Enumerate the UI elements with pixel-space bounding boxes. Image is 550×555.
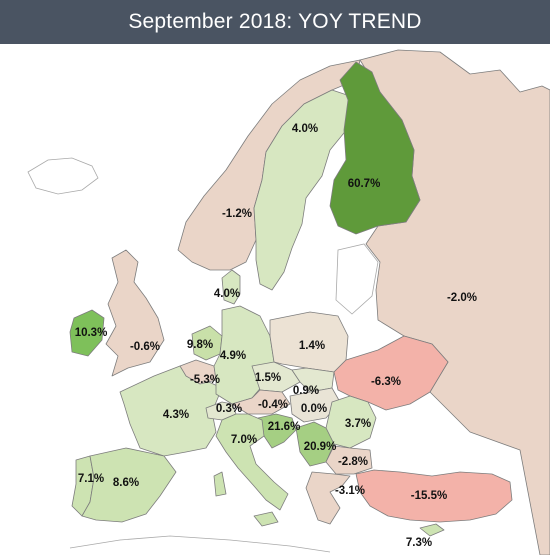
region-turkey (355, 469, 513, 523)
title-bar: September 2018: YOY TREND (0, 0, 550, 44)
region-spain (81, 447, 177, 523)
region-greece (305, 471, 351, 525)
europe-map: -1.2% 4.0% 60.7% -2.0% 4.0% 10.3% -0.6% … (0, 44, 550, 555)
label-ukraine: -6.3% (371, 376, 401, 388)
north-africa-outline (69, 535, 331, 553)
region-italy (213, 413, 289, 527)
value-labels: -1.2% 4.0% 60.7% -2.0% 4.0% 10.3% -0.6% … (75, 123, 477, 549)
label-poland: 1.4% (299, 340, 325, 352)
label-sweden: 4.0% (292, 123, 318, 135)
label-belgium: -5.3% (190, 374, 220, 386)
label-switzerland: 0.3% (216, 403, 242, 415)
region-finland (329, 61, 421, 235)
label-russia: -2.0% (447, 292, 477, 304)
label-finland: 60.7% (348, 178, 381, 190)
label-greece: -3.1% (335, 485, 365, 497)
label-romania: 3.7% (345, 418, 371, 430)
map-canvas: -1.2% 4.0% 60.7% -2.0% 4.0% 10.3% -0.6% … (0, 44, 550, 555)
label-denmark: 4.0% (214, 288, 240, 300)
label-uk: -0.6% (130, 341, 160, 353)
label-spain: 8.6% (113, 477, 139, 489)
label-italy: 7.0% (231, 434, 257, 446)
label-austria: -0.4% (258, 399, 288, 411)
belarus-baltic-outline (335, 243, 379, 315)
region-austria (231, 389, 291, 415)
label-serbia: 20.9% (304, 441, 337, 453)
iceland-outline (27, 157, 99, 195)
label-netherlands: 9.8% (187, 339, 213, 351)
label-czechia: 1.5% (255, 372, 281, 384)
map-title: September 2018: YOY TREND (128, 10, 422, 33)
label-germany: 4.9% (220, 350, 246, 362)
region-ireland (69, 309, 105, 357)
label-slovakia: 0.9% (293, 385, 319, 397)
region-croatia (257, 413, 297, 449)
region-bulgaria (325, 445, 373, 475)
label-ireland: 10.3% (75, 327, 108, 339)
label-bulgaria: -2.8% (338, 456, 368, 468)
label-france: 4.3% (163, 409, 189, 421)
label-turkey: -15.5% (411, 490, 447, 502)
region-uk (105, 249, 165, 377)
region-serbia (295, 421, 335, 467)
label-portugal: 7.1% (78, 473, 104, 485)
label-cyprus: 7.3% (406, 537, 432, 549)
label-hungary: 0.0% (301, 403, 327, 415)
region-denmark (221, 269, 241, 305)
label-norway: -1.2% (222, 208, 252, 220)
label-croatia: 21.6% (268, 421, 301, 433)
region-cyprus (419, 523, 445, 537)
